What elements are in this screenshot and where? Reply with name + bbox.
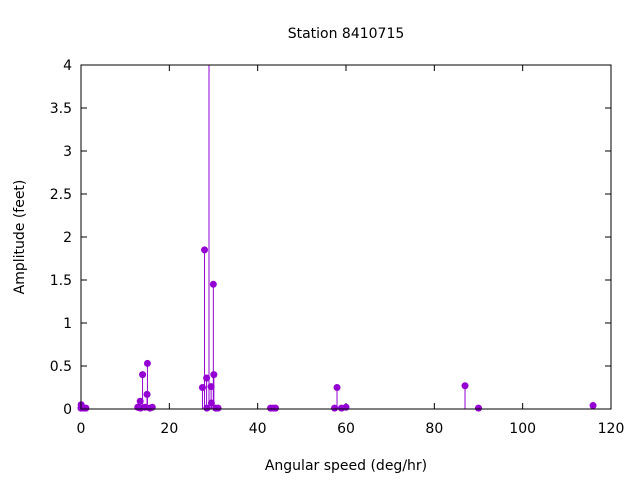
y-tick-label: 3.5 (50, 101, 72, 117)
x-tick-label: 20 (160, 421, 178, 437)
y-tick-label: 2.5 (50, 187, 72, 203)
data-point (333, 384, 341, 391)
data-point (210, 371, 218, 379)
x-tick-label: 100 (509, 421, 536, 437)
x-tick-label: 80 (425, 421, 443, 437)
data-marks (77, 65, 597, 412)
data-point (139, 371, 147, 379)
y-tick-label: 0.5 (50, 359, 72, 375)
y-tick-label: 1.5 (50, 273, 72, 289)
data-point (342, 403, 350, 411)
x-tick-label: 120 (598, 421, 625, 437)
data-point (82, 404, 90, 412)
data-point (136, 397, 144, 405)
y-tick-label: 2 (63, 230, 72, 246)
data-point (475, 404, 482, 412)
data-point (271, 404, 279, 412)
data-point (143, 359, 151, 367)
data-point (148, 403, 156, 411)
y-tick-label: 3 (63, 144, 72, 160)
data-point (331, 404, 339, 412)
plot-frame (80, 64, 612, 410)
x-axis-label: Angular speed (deg/hr) (265, 458, 427, 474)
data-point (203, 374, 211, 382)
x-tick-label: 40 (249, 421, 267, 437)
y-axis-label: Amplitude (feet) (12, 180, 28, 295)
chart-title: Station 8410715 (288, 26, 405, 42)
data-point (589, 402, 597, 410)
data-point (201, 246, 209, 254)
y-tick-label: 1 (63, 316, 72, 332)
x-tick-label: 60 (337, 421, 355, 437)
x-tick-label: 0 (77, 421, 86, 437)
y-tick-label: 4 (63, 58, 72, 74)
data-point (461, 382, 469, 390)
axis-ticks: 0 20 40 60 80 100 120 0 0.5 1 1.5 2 2.5 3 3.5 4 (50, 58, 625, 437)
data-point (214, 404, 222, 412)
y-tick-label: 0 (63, 402, 72, 418)
data-point (209, 280, 217, 288)
